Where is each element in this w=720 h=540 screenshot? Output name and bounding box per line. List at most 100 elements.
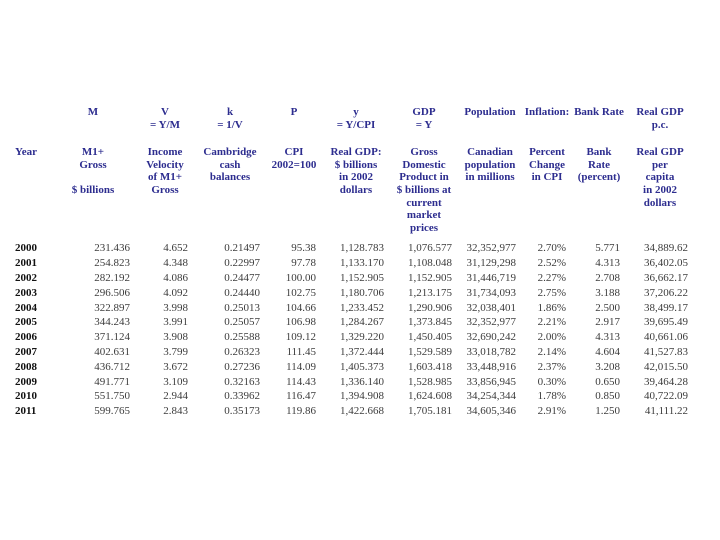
table-row-2010: 2010 551.750 2.944 0.33962 116.47 1,394.908 1,… [14, 389, 694, 404]
column-formula-bank-rate: Bank Rate [574, 106, 624, 118]
cell-bank-rate-2001: 4.313 [595, 257, 620, 270]
cell-real-gdp-2011: 1,422.668 [340, 405, 384, 418]
cell-bank-rate-2009: 0.650 [595, 375, 620, 388]
cell-inflation-2002: 2.27% [537, 271, 566, 284]
cell-cpi-2001: 97.78 [291, 257, 316, 270]
cell-population-2004: 32,038,401 [466, 301, 517, 314]
year-cell-2005: 2005 [15, 316, 37, 329]
cell-real-gdp-pc-2008: 42,015.50 [644, 360, 688, 373]
cell-cpi-2007: 111.45 [286, 345, 316, 358]
cell-m1-gross-2005: 344.243 [94, 316, 130, 329]
cell-bank-rate-2000: 5.771 [595, 242, 620, 255]
column-header-cpi: CPI 2002=100 [271, 146, 317, 171]
cell-real-gdp-2006: 1,329.220 [340, 331, 384, 344]
cell-bank-rate-2011: 1.250 [595, 405, 620, 418]
cell-cpi-2008: 114.09 [286, 360, 316, 373]
year-cell-2010: 2010 [15, 390, 37, 403]
column-formula-inflation: Inflation: [524, 106, 570, 118]
cell-real-gdp-2004: 1,233.452 [340, 301, 384, 314]
column-formula-population: Population [464, 106, 516, 118]
cell-population-2010: 34,254,344 [466, 390, 517, 403]
column-formula-cpi: P [290, 106, 298, 118]
cell-velocity-2007: 3.799 [163, 345, 188, 358]
cell-population-2009: 33,856,945 [466, 375, 517, 388]
cell-inflation-2000: 2.70% [537, 242, 566, 255]
year-cell-2008: 2008 [15, 360, 37, 373]
table-row-2011: 2011 599.765 2.843 0.35173 119.86 1,422.668 1,… [14, 404, 694, 419]
cell-cambridge-k-2000: 0.21497 [224, 242, 260, 255]
column-formula-nominal-gdp: GDP = Y [412, 106, 436, 131]
cell-cpi-2006: 109.12 [285, 331, 316, 344]
cell-real-gdp-pc-2000: 34,889.62 [644, 242, 688, 255]
cell-nominal-gdp-2005: 1,373.845 [408, 316, 452, 329]
cell-cambridge-k-2005: 0.25057 [224, 316, 260, 329]
cell-velocity-2009: 3.109 [163, 375, 188, 388]
cell-population-2001: 31,129,298 [466, 257, 517, 270]
cell-m1-gross-2004: 322.897 [94, 301, 130, 314]
cell-velocity-2006: 3.908 [163, 331, 188, 344]
table-body: 2000 231.436 4.652 0.21497 95.38 1,128.783 1,0… [14, 241, 694, 419]
column-header-bank-rate: Bank Rate (percent) [577, 146, 621, 184]
cell-nominal-gdp-2007: 1,529.589 [408, 345, 452, 358]
cell-real-gdp-pc-2006: 40,661.06 [644, 331, 688, 344]
cell-bank-rate-2003: 3.188 [595, 286, 620, 299]
column-header-inflation: Percent Change in CPI [528, 146, 566, 184]
table-row-2002: 2002 282.192 4.086 0.24477 100.00 1,152.905 1,… [14, 271, 694, 286]
cell-real-gdp-2003: 1,180.706 [340, 286, 384, 299]
cell-population-2007: 33,018,782 [466, 345, 517, 358]
cell-population-2006: 32,690,242 [466, 331, 517, 344]
cell-population-2008: 33,448,916 [466, 360, 517, 373]
cell-nominal-gdp-2011: 1,705.181 [408, 405, 452, 418]
cell-cambridge-k-2003: 0.24440 [224, 286, 260, 299]
cell-population-2003: 31,734,093 [466, 286, 517, 299]
cell-cpi-2010: 116.47 [286, 390, 316, 403]
column-formula-real-gdp-pc: Real GDP p.c. [636, 106, 684, 131]
cell-real-gdp-2008: 1,405.373 [340, 360, 384, 373]
cell-nominal-gdp-2003: 1,213.175 [408, 286, 452, 299]
year-cell-2006: 2006 [15, 331, 37, 344]
column-formula-cambridge-k: k = 1/V [217, 106, 243, 131]
column-header-nominal-gdp: Gross Domestic Product in $ billions at … [396, 146, 452, 234]
cell-cpi-2011: 119.86 [286, 405, 316, 418]
cell-velocity-2005: 3.991 [163, 316, 188, 329]
cell-nominal-gdp-2006: 1,450.405 [408, 331, 452, 344]
cell-cpi-2003: 102.75 [285, 286, 316, 299]
cell-population-2005: 32,352,977 [466, 316, 517, 329]
table-row-2006: 2006 371.124 3.908 0.25588 109.12 1,329.220 1,… [14, 330, 694, 345]
cell-velocity-2008: 3.672 [163, 360, 188, 373]
column-header-year: Year [15, 146, 37, 159]
table-row-2000: 2000 231.436 4.652 0.21497 95.38 1,128.783 1,0… [14, 241, 694, 256]
cell-cambridge-k-2009: 0.32163 [224, 375, 260, 388]
cell-inflation-2005: 2.21% [537, 316, 566, 329]
cell-real-gdp-2002: 1,152.905 [340, 271, 384, 284]
table-row-2001: 2001 254.823 4.348 0.22997 97.78 1,133.170 1,1… [14, 256, 694, 271]
cell-real-gdp-pc-2004: 38,499.17 [644, 301, 688, 314]
cell-nominal-gdp-2010: 1,624.608 [408, 390, 452, 403]
cell-bank-rate-2005: 2.917 [595, 316, 620, 329]
column-formula-m1-gross: M [87, 106, 99, 118]
cell-m1-gross-2002: 282.192 [94, 271, 130, 284]
year-cell-2009: 2009 [15, 375, 37, 388]
cell-cpi-2004: 104.66 [285, 301, 316, 314]
column-header-real-gdp: Real GDP: $ billions in 2002 dollars [330, 146, 382, 196]
cell-inflation-2003: 2.75% [537, 286, 566, 299]
cell-real-gdp-2005: 1,284.267 [340, 316, 384, 329]
column-formula-velocity: V = Y/M [150, 106, 180, 131]
cell-real-gdp-2009: 1,336.140 [340, 375, 384, 388]
cell-bank-rate-2004: 2.500 [595, 301, 620, 314]
cell-inflation-2001: 2.52% [537, 257, 566, 270]
cell-inflation-2004: 1.86% [537, 301, 566, 314]
cell-nominal-gdp-2009: 1,528.985 [408, 375, 452, 388]
cell-m1-gross-2000: 231.436 [94, 242, 130, 255]
cell-m1-gross-2011: 599.765 [94, 405, 130, 418]
year-cell-2002: 2002 [15, 271, 37, 284]
cell-cambridge-k-2006: 0.25588 [224, 331, 260, 344]
cell-velocity-2010: 2.944 [163, 390, 188, 403]
cell-nominal-gdp-2001: 1,108.048 [408, 257, 452, 270]
year-cell-2011: 2011 [15, 405, 37, 418]
column-formula-real-gdp: y = Y/CPI [336, 106, 376, 131]
cell-real-gdp-pc-2007: 41,527.83 [644, 345, 688, 358]
